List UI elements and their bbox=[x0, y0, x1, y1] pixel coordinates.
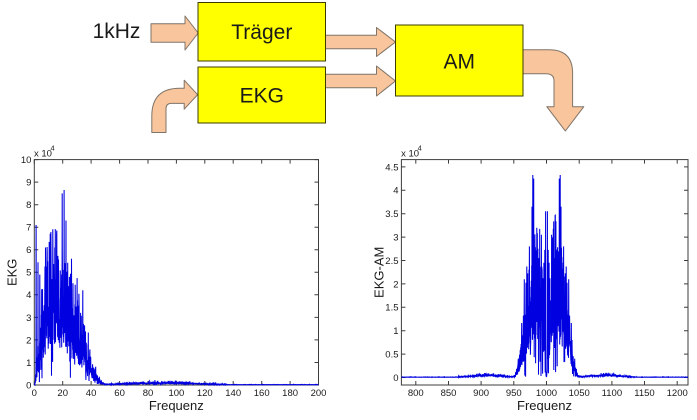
svg-text:950: 950 bbox=[506, 388, 522, 399]
svg-text:9: 9 bbox=[26, 178, 31, 189]
svg-text:EKG: EKG bbox=[240, 85, 284, 108]
svg-text:1.5: 1.5 bbox=[385, 303, 398, 314]
svg-text:0: 0 bbox=[26, 380, 31, 391]
svg-text:200: 200 bbox=[311, 388, 327, 399]
svg-text:EKG: EKG bbox=[5, 259, 20, 286]
svg-text:EKG-AM: EKG-AM bbox=[372, 247, 387, 298]
svg-text:140: 140 bbox=[225, 388, 241, 399]
svg-text:0: 0 bbox=[32, 388, 37, 399]
svg-text:2: 2 bbox=[393, 279, 398, 290]
svg-text:100: 100 bbox=[168, 388, 184, 399]
svg-text:4: 4 bbox=[418, 143, 422, 152]
svg-text:6: 6 bbox=[26, 245, 31, 256]
svg-text:900: 900 bbox=[473, 388, 489, 399]
svg-text:1kHz: 1kHz bbox=[93, 20, 141, 43]
svg-text:1: 1 bbox=[26, 358, 31, 369]
svg-text:3.5: 3.5 bbox=[385, 209, 398, 220]
svg-text:1150: 1150 bbox=[634, 388, 654, 399]
svg-text:8: 8 bbox=[26, 200, 31, 211]
svg-text:Träger: Träger bbox=[231, 21, 292, 44]
svg-text:4.5: 4.5 bbox=[385, 162, 398, 173]
svg-text:40: 40 bbox=[86, 388, 97, 399]
svg-text:x 10: x 10 bbox=[34, 148, 52, 159]
svg-text:20: 20 bbox=[57, 388, 68, 399]
svg-text:10: 10 bbox=[21, 155, 32, 166]
svg-text:1100: 1100 bbox=[602, 388, 622, 399]
svg-text:80: 80 bbox=[143, 388, 154, 399]
svg-text:850: 850 bbox=[441, 388, 457, 399]
svg-text:4: 4 bbox=[51, 143, 55, 152]
svg-text:2.5: 2.5 bbox=[385, 256, 398, 267]
svg-text:1000: 1000 bbox=[536, 388, 557, 399]
svg-text:Frequenz: Frequenz bbox=[149, 398, 204, 413]
svg-text:160: 160 bbox=[254, 388, 270, 399]
svg-text:0.5: 0.5 bbox=[385, 350, 398, 361]
svg-text:x 10: x 10 bbox=[401, 148, 419, 159]
svg-text:0: 0 bbox=[393, 373, 398, 384]
svg-text:1: 1 bbox=[393, 326, 398, 337]
svg-text:120: 120 bbox=[197, 388, 213, 399]
svg-text:1200: 1200 bbox=[667, 388, 688, 399]
svg-text:Frequenz: Frequenz bbox=[517, 398, 572, 413]
svg-text:4: 4 bbox=[393, 186, 398, 197]
svg-text:60: 60 bbox=[114, 388, 125, 399]
svg-text:3: 3 bbox=[393, 233, 398, 244]
svg-text:5: 5 bbox=[26, 268, 31, 279]
svg-text:180: 180 bbox=[282, 388, 298, 399]
svg-text:AM: AM bbox=[444, 51, 476, 74]
svg-text:3: 3 bbox=[26, 313, 31, 324]
svg-text:1050: 1050 bbox=[569, 388, 590, 399]
svg-text:7: 7 bbox=[26, 223, 31, 234]
svg-text:2: 2 bbox=[26, 335, 31, 346]
svg-text:4: 4 bbox=[26, 290, 31, 301]
svg-text:800: 800 bbox=[408, 388, 424, 399]
